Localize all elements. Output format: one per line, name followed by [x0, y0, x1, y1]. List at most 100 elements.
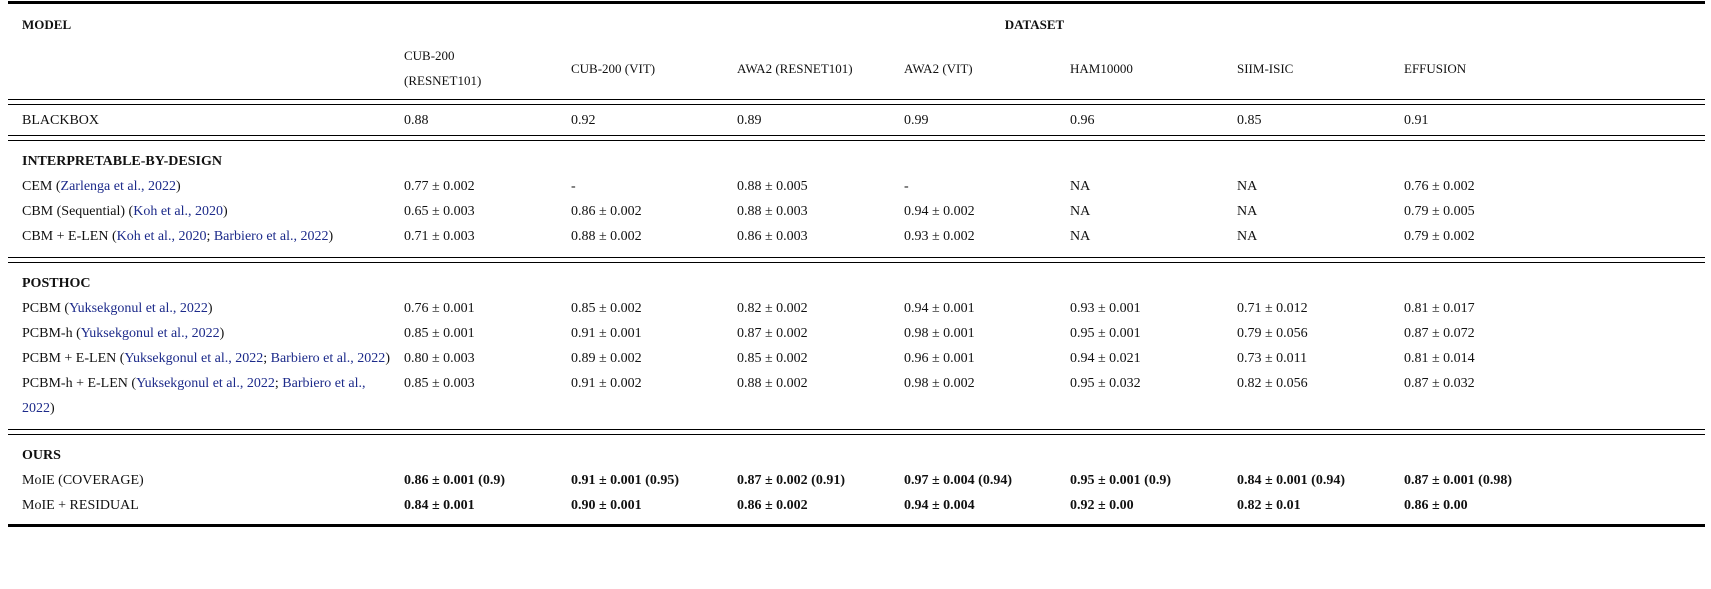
value-cell: 0.95 ± 0.001 (0.9) [1070, 473, 1172, 488]
citation-link[interactable]: Koh et al., 2020 [116, 229, 207, 244]
column-header-label: AWA2 (VIT) [904, 60, 973, 76]
value-cell: 0.84 ± 0.001 (0.94) [1237, 473, 1346, 488]
value-cell: 0.88 ± 0.005 [737, 179, 808, 194]
citation-link[interactable]: Koh et al., 2020 [133, 204, 224, 219]
value-cell: 0.87 ± 0.002 (0.91) [737, 473, 846, 488]
value-cell: 0.93 ± 0.002 [904, 229, 975, 244]
citation-link[interactable]: Barbiero et al., 2022 [22, 376, 366, 416]
section-title: INTERPRETABLE-BY-DESIGN [22, 154, 222, 169]
model-cell: PCBM (Yuksekgonul et al., 2022) [22, 301, 213, 316]
model-name: MoIE (COVERAGE) [22, 473, 144, 488]
spacer [8, 4, 1705, 12]
model-cell: MoIE + RESIDUAL [8, 493, 404, 518]
column-header-label: HAM10000 [1070, 60, 1133, 76]
column-header-label: CUB-200 (RESNET101) [404, 48, 482, 88]
citation-link[interactable]: Barbiero et al., 2022 [213, 229, 329, 244]
value-cell: 0.99 [904, 112, 929, 128]
column-header-label: CUB-200 (VIT) [571, 60, 656, 76]
table-row-blackbox: BLACKBOX 0.88 0.92 0.89 0.99 0.96 0.85 0.91 [8, 105, 1705, 136]
value-cell: 0.93 ± 0.001 [1070, 301, 1141, 316]
value-cell: NA [1070, 229, 1091, 244]
value-cell: 0.77 ± 0.002 [404, 179, 475, 194]
value-cell: 0.97 ± 0.004 (0.94) [904, 473, 1013, 488]
value-cell: 0.65 ± 0.003 [404, 204, 475, 219]
column-header: AWA2 (VIT) [904, 37, 1070, 100]
value-cell: 0.91 ± 0.001 (0.95) [571, 473, 680, 488]
section-header-row: INTERPRETABLE-BY-DESIGN [8, 149, 1705, 174]
model-header: MODEL [22, 17, 72, 32]
value-cell: 0.81 ± 0.017 [1404, 301, 1475, 316]
value-cell: 0.82 ± 0.056 [1237, 376, 1308, 391]
citation-link[interactable]: Zarlenga et al., 2022 [60, 179, 176, 194]
value-cell: 0.84 ± 0.001 [404, 498, 475, 513]
value-cell: 0.76 ± 0.002 [1404, 179, 1475, 194]
value-cell: 0.94 ± 0.001 [904, 301, 975, 316]
value-cell: 0.88 [404, 112, 429, 128]
spacer [8, 435, 1705, 444]
table-row: PCBM-h (Yuksekgonul et al., 2022) 0.85 ± … [8, 321, 1705, 346]
value-cell: 0.86 ± 0.002 [737, 498, 808, 513]
value-cell: NA [1237, 229, 1258, 244]
table-row: PCBM + E-LEN (Yuksekgonul et al., 2022; … [8, 346, 1705, 371]
table-row: PCBM-h + E-LEN (Yuksekgonul et al., 2022… [8, 371, 1705, 421]
model-cell: PCBM-h + E-LEN (Yuksekgonul et al., 2022… [22, 376, 366, 416]
value-cell: 0.85 ± 0.002 [737, 351, 808, 366]
column-header-row: CUB-200 (RESNET101) CUB-200 (VIT) AWA2 (RE… [8, 37, 1705, 100]
value-cell: 0.85 [1237, 112, 1262, 128]
value-cell: NA [1070, 179, 1091, 194]
value-cell: 0.82 ± 0.01 [1237, 498, 1301, 513]
header-rule [8, 99, 1705, 105]
value-cell: 0.88 ± 0.003 [737, 204, 808, 219]
results-table: MODEL DATASET CUB-200 (RESNET101) CUB-200 (… [8, 1, 1705, 527]
model-cell: PCBM + E-LEN (Yuksekgonul et al., 2022; … [22, 351, 390, 366]
column-header: AWA2 (RESNET101) [737, 37, 904, 100]
value-cell: 0.80 ± 0.003 [404, 351, 475, 366]
model-name: PCBM + E-LEN [22, 351, 117, 366]
model-cell: PCBM-h (Yuksekgonul et al., 2022) [22, 326, 225, 341]
spacer [8, 249, 1705, 258]
spacer [8, 263, 1705, 272]
column-header: CUB-200 (VIT) [571, 37, 737, 100]
value-cell: 0.85 ± 0.003 [404, 376, 475, 391]
citation-link[interactable]: Yuksekgonul et al., 2022 [136, 376, 275, 391]
model-name: CEM [22, 179, 53, 194]
value-cell: 0.87 ± 0.072 [1404, 326, 1475, 341]
value-cell: 0.86 ± 0.001 (0.9) [404, 473, 506, 488]
citation-link[interactable]: Yuksekgonul et al., 2022 [69, 301, 208, 316]
value-cell: 0.87 ± 0.032 [1404, 376, 1475, 391]
value-cell: 0.76 ± 0.001 [404, 301, 475, 316]
value-cell: 0.86 ± 0.003 [737, 229, 808, 244]
value-cell: 0.73 ± 0.011 [1237, 351, 1308, 366]
model-cell: MoIE (COVERAGE) [8, 468, 404, 493]
spacer [8, 421, 1705, 430]
value-cell: 0.92 ± 0.00 [1070, 498, 1134, 513]
value-cell: 0.79 ± 0.056 [1237, 326, 1308, 341]
value-cell: 0.81 ± 0.014 [1404, 351, 1475, 366]
column-header-label: AWA2 (RESNET101) [737, 60, 853, 76]
citation-link[interactable]: Yuksekgonul et al., 2022 [80, 326, 220, 341]
column-header-label: EFFUSION [1404, 60, 1467, 76]
model-name: CBM + E-LEN [22, 229, 109, 244]
value-cell: 0.94 ± 0.004 [904, 498, 975, 513]
table-row: CBM (Sequential) (Koh et al., 2020) 0.65 … [8, 199, 1705, 224]
citation-link[interactable]: Yuksekgonul et al., 2022 [124, 351, 264, 366]
empty-cell [8, 37, 404, 100]
value-cell: 0.90 ± 0.001 [571, 498, 642, 513]
model-name: PCBM-h + E-LEN [22, 376, 128, 391]
column-header: HAM10000 [1070, 37, 1237, 100]
value-cell: 0.82 ± 0.002 [737, 301, 808, 316]
value-cell: 0.71 ± 0.003 [404, 229, 475, 244]
spacer [8, 141, 1705, 150]
value-cell: 0.95 ± 0.032 [1070, 376, 1141, 391]
value-cell: 0.98 ± 0.001 [904, 326, 975, 341]
value-cell: 0.91 [1404, 112, 1429, 128]
value-cell: 0.79 ± 0.005 [1404, 204, 1475, 219]
dataset-header: DATASET [1004, 17, 1065, 32]
section-title: POSTHOC [22, 276, 91, 291]
citation-link[interactable]: Barbiero et al., 2022 [270, 351, 386, 366]
value-cell: 0.98 ± 0.002 [904, 376, 975, 391]
value-cell: 0.94 ± 0.002 [904, 204, 975, 219]
value-cell: 0.89 [737, 112, 762, 128]
value-cell: 0.71 ± 0.012 [1237, 301, 1308, 316]
value-cell: NA [1237, 179, 1258, 194]
